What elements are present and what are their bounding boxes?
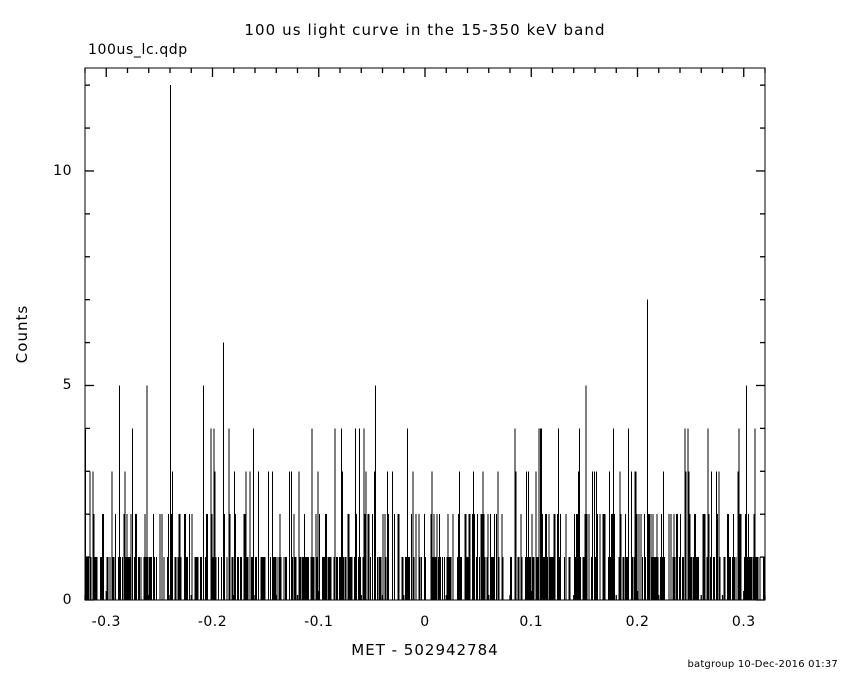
y-tick-label: 5 xyxy=(62,377,72,394)
data-file-label: 100us_lc.qdp xyxy=(88,42,188,58)
credit-stamp: batgroup 10-Dec-2016 01:37 xyxy=(687,659,838,670)
axes-frame xyxy=(84,67,766,601)
x-tick-label: 0 xyxy=(420,614,430,630)
x-tick-label: -0.3 xyxy=(91,614,121,630)
x-tick-label: -0.2 xyxy=(197,614,228,630)
y-axis-label-text: Counts xyxy=(13,304,31,364)
x-tick-label: 0.2 xyxy=(625,614,650,630)
x-tick-label: -0.1 xyxy=(304,614,334,630)
x-tick-label: 0.3 xyxy=(731,614,756,630)
y-tick-label: 0 xyxy=(62,592,72,608)
plot-title: 100 us light curve in the 15-350 keV ban… xyxy=(244,21,606,39)
x-axis-label: MET - 502942784 xyxy=(351,641,499,659)
x-tick-label: 0.1 xyxy=(519,614,544,630)
y-tick-label: 10 xyxy=(53,162,72,179)
histogram-bars xyxy=(85,85,765,600)
